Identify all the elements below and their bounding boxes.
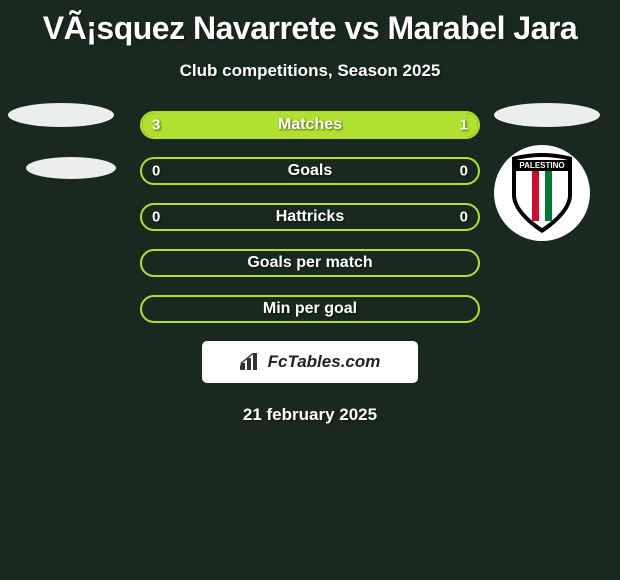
shield-icon: PALESTINO [506,151,578,235]
stat-row: Min per goal [140,295,480,323]
stat-label: Matches [142,116,478,134]
branding-box: FcTables.com [202,341,418,383]
stat-label: Min per goal [142,300,478,318]
stat-row: 00Goals [140,157,480,185]
club-logo-text: PALESTINO [519,161,564,170]
branding-label: FcTables.com [268,352,381,372]
club-logo: PALESTINO [494,145,590,241]
stat-label: Goals [142,162,478,180]
ellipse-placeholder [26,157,116,179]
right-player-shapes: PALESTINO [494,103,600,241]
left-player-shapes [8,103,116,179]
bar-chart-icon [240,353,262,371]
stat-label: Hattricks [142,208,478,226]
comparison-panel: PALESTINO 31Matches 00Goals 00Hattricks Goa… [0,111,620,425]
stat-label: Goals per match [142,254,478,272]
stat-bars: 31Matches 00Goals 00Hattricks Goals per mat… [140,111,480,323]
stat-row: 31Matches [140,111,480,139]
ellipse-placeholder [8,103,114,127]
date-label: 21 february 2025 [0,405,620,425]
ellipse-placeholder [494,103,600,127]
page-title: VÃ¡squez Navarrete vs Marabel Jara [0,0,620,47]
stat-row: 00Hattricks [140,203,480,231]
stat-row: Goals per match [140,249,480,277]
subtitle: Club competitions, Season 2025 [0,61,620,81]
